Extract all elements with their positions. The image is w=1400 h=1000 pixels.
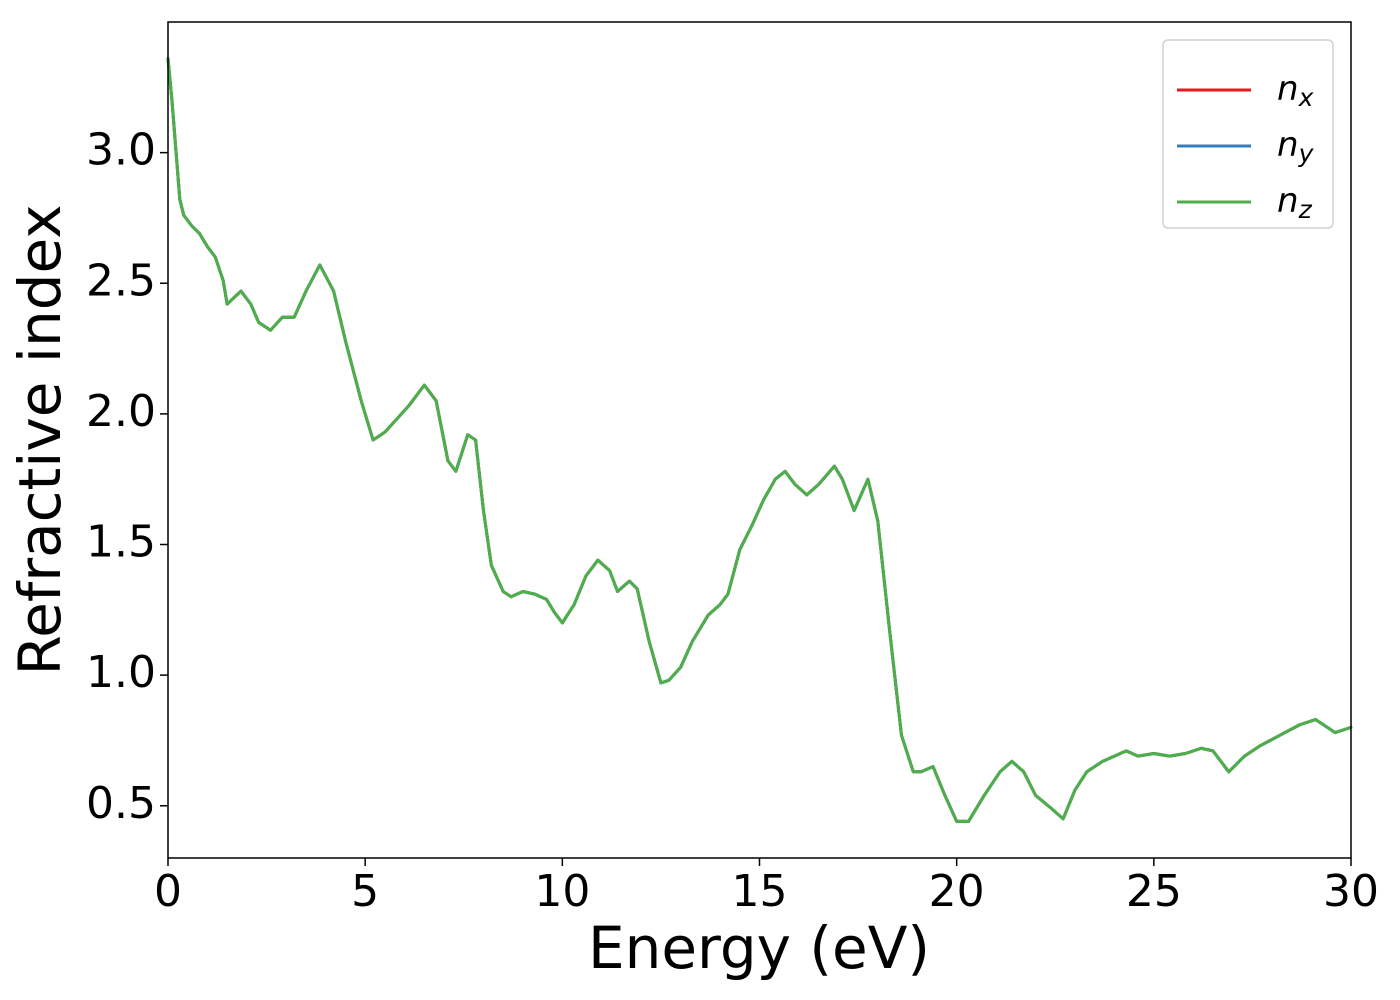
legend-label: nx [1277, 69, 1314, 113]
x-axis-label: Energy (eV) [588, 914, 930, 982]
legend-label: ny [1277, 125, 1315, 169]
y-tick-label: 0.5 [86, 778, 156, 829]
y-tick-label: 2.0 [86, 386, 156, 437]
x-tick-label: 10 [534, 866, 590, 917]
plot-frame [167, 21, 1352, 859]
y-tick-label: 1.0 [86, 647, 156, 698]
legend-box [1162, 39, 1334, 229]
legend-label: nz [1277, 181, 1313, 225]
x-tick-label: 25 [1126, 866, 1182, 917]
y-tick-label: 1.5 [86, 517, 156, 568]
y-tick-label: 2.5 [86, 255, 156, 306]
x-tick-label: 15 [732, 866, 788, 917]
x-tick-label: 5 [351, 866, 379, 917]
x-tick-label: 30 [1323, 866, 1379, 917]
data-line [166, 57, 1353, 823]
x-tick-label: 20 [929, 866, 985, 917]
y-tick-label: 3.0 [86, 125, 156, 176]
x-tick-label: 0 [154, 866, 182, 917]
y-axis-label: Refractive index [6, 204, 74, 675]
